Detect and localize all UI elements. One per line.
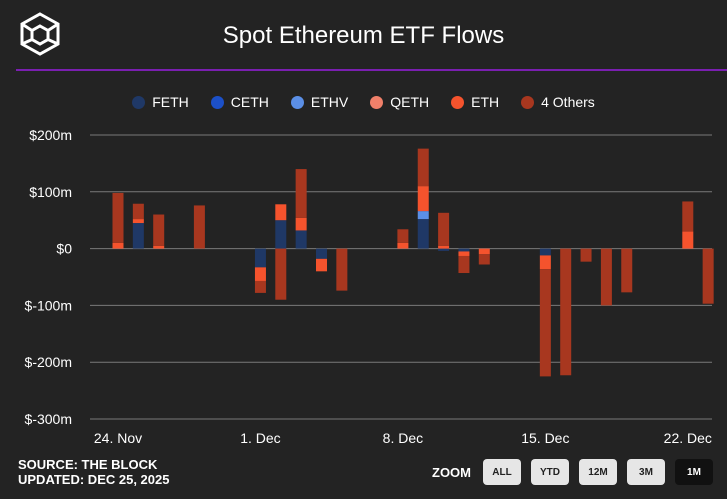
bar-ethv-2025-12-09[interactable]: [417, 211, 429, 220]
bar-eth-2025-12-01[interactable]: [254, 267, 266, 281]
x-tick-label: 22. Dec: [664, 430, 712, 446]
bar-4-others-2025-12-19[interactable]: [621, 248, 633, 293]
bar-feth-2025-12-04[interactable]: [316, 248, 327, 259]
legend-dot-ethv: [290, 95, 304, 109]
zoom-button-all[interactable]: ALL: [483, 459, 521, 485]
header-divider: [16, 69, 727, 71]
chart-title: Spot Ethereum ETF Flows: [222, 22, 505, 49]
bar-feth-2025-12-01[interactable]: [254, 248, 266, 268]
bar-feth-2025-11-25[interactable]: [132, 223, 144, 249]
bar-eth-2025-11-25[interactable]: [132, 219, 144, 224]
legend-item-feth[interactable]: FETH: [132, 94, 189, 110]
source-label: SOURCE: THE BLOCK: [18, 457, 158, 472]
bar-4-others-2025-12-08[interactable]: [397, 229, 409, 243]
the-block-cube-logo: [20, 12, 60, 56]
bar-eth-2025-11-26[interactable]: [153, 245, 165, 249]
bar-4-others-2025-12-05[interactable]: [336, 248, 348, 291]
bar-eth-2025-12-09[interactable]: [417, 186, 429, 212]
bar-feth-2025-12-03[interactable]: [295, 230, 307, 249]
bar-eth-2025-12-11[interactable]: [458, 251, 470, 256]
zoom-button-12m[interactable]: 12M: [579, 459, 617, 485]
bar-eth-2025-12-22[interactable]: [682, 231, 694, 249]
bar-feth-2025-12-02[interactable]: [275, 220, 287, 249]
footer-source: SOURCE: THE BLOCK UPDATED: DEC 25, 2025: [18, 457, 169, 487]
bar-feth-2025-12-11[interactable]: [458, 248, 470, 252]
legend-label: FETH: [152, 94, 189, 110]
x-tick-label: 8. Dec: [383, 430, 423, 446]
bar-4-others-2025-12-16[interactable]: [560, 248, 572, 376]
legend-dot-qeth: [370, 95, 384, 109]
bar-feth-2025-12-09[interactable]: [417, 219, 429, 249]
zoom-button-ytd[interactable]: YTD: [531, 459, 569, 485]
zoom-button-1m[interactable]: 1M: [675, 459, 713, 485]
y-tick-label: $0: [56, 241, 72, 257]
legend-item-4-others[interactable]: 4 Others: [521, 94, 595, 110]
zoom-button-3m[interactable]: 3M: [627, 459, 665, 485]
y-tick-label: $-200m: [25, 354, 72, 370]
bar-4-others-2025-12-01[interactable]: [254, 280, 266, 293]
bar-4-others-2025-11-24[interactable]: [112, 192, 124, 243]
legend-label: QETH: [390, 94, 430, 110]
bar-eth-2025-12-04[interactable]: [316, 258, 327, 272]
bar-eth-2025-12-12[interactable]: [478, 248, 490, 255]
x-tick-label: 15. Dec: [521, 430, 569, 446]
bar-4-others-2025-11-28[interactable]: [193, 205, 205, 249]
y-tick-label: $100m: [29, 184, 72, 200]
x-tick-label: 24. Nov: [94, 430, 142, 446]
bar-eth-2025-12-03[interactable]: [295, 217, 307, 231]
bar-4-others-2025-12-10[interactable]: [438, 212, 450, 246]
legend-label: ETH: [471, 94, 500, 110]
x-tick-label: 1. Dec: [240, 430, 280, 446]
legend-dot-4-others: [521, 95, 535, 109]
updated-label: UPDATED: DEC 25, 2025: [18, 472, 170, 487]
bar-4-others-2025-12-11[interactable]: [458, 255, 470, 274]
zoom-controls: ZOOM ALL YTD 12M 3M 1M: [432, 459, 713, 485]
bar-4-others-2025-11-25[interactable]: [132, 203, 144, 220]
legend-label: 4 Others: [541, 94, 595, 110]
bar-4-others-2025-12-22[interactable]: [682, 201, 694, 232]
bar-feth-2025-12-10[interactable]: [438, 248, 450, 251]
bar-4-others-2025-12-03[interactable]: [295, 169, 307, 218]
legend-item-ethv[interactable]: ETHV: [290, 94, 349, 110]
legend-item-ceth[interactable]: CETH: [210, 94, 269, 110]
bar-eth-2025-12-10[interactable]: [438, 245, 450, 249]
bar-4-others-2025-12-18[interactable]: [600, 248, 612, 306]
chart-header: Spot Ethereum ETF Flows: [0, 0, 727, 70]
bar-eth-2025-12-15[interactable]: [539, 255, 551, 270]
legend-label: CETH: [230, 94, 269, 110]
bar-4-others-2025-12-23[interactable]: [702, 248, 714, 304]
bar-4-others-2025-12-17[interactable]: [580, 248, 592, 262]
chart-legend: FETH CETH ETHV QETH ETH 4 Others: [0, 94, 727, 110]
legend-item-eth[interactable]: ETH: [451, 94, 499, 110]
legend-dot-eth: [451, 95, 465, 109]
legend-item-qeth[interactable]: QETH: [370, 94, 429, 110]
bar-4-others-2025-11-26[interactable]: [153, 214, 165, 246]
bar-eth-2025-11-24[interactable]: [112, 242, 124, 249]
y-tick-label: $-300m: [25, 411, 72, 427]
legend-label: ETHV: [310, 94, 349, 110]
bar-4-others-2025-12-15[interactable]: [539, 269, 551, 377]
bar-eth-2025-12-02[interactable]: [275, 204, 287, 221]
y-tick-label: $-100m: [25, 297, 72, 313]
bar-feth-2025-12-15[interactable]: [539, 248, 551, 256]
legend-dot-feth: [132, 95, 146, 109]
y-tick-label: $200m: [29, 127, 72, 143]
legend-dot-ceth: [210, 95, 224, 109]
bar-4-others-2025-12-02[interactable]: [275, 248, 287, 300]
bar-4-others-2025-12-12[interactable]: [478, 254, 490, 265]
zoom-label: ZOOM: [432, 464, 471, 480]
bar-eth-2025-12-08[interactable]: [397, 242, 409, 249]
bar-4-others-2025-12-09[interactable]: [417, 148, 429, 187]
